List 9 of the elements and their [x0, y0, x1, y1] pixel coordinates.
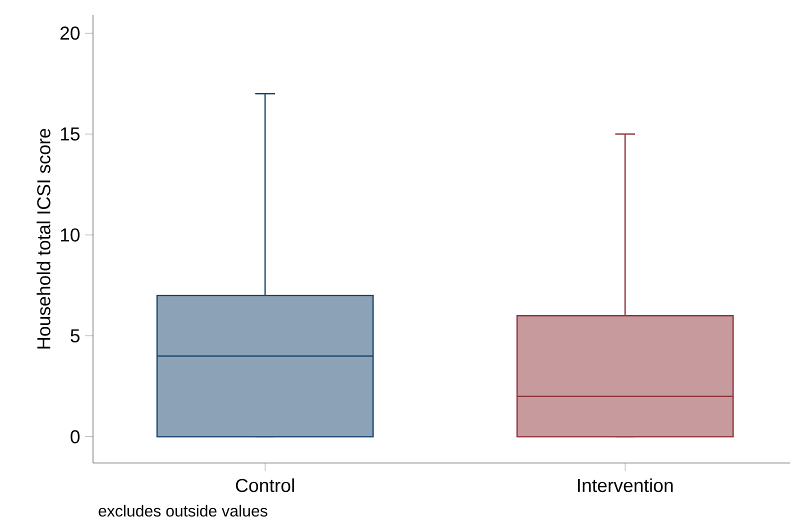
text: excludes outside values — [98, 504, 268, 517]
x-tick-label: Intervention — [578, 478, 673, 492]
y-tick-label: 15 — [60, 128, 80, 141]
x-tick-label: Control — [236, 478, 294, 492]
y-axis-title: Household total ICSI score — [36, 128, 50, 348]
y-tick-label: 5 — [70, 329, 80, 342]
y-tick-label: 20 — [60, 26, 80, 40]
y-tick-label: 10 — [60, 228, 80, 242]
y-tick-label: 0 — [70, 430, 80, 444]
